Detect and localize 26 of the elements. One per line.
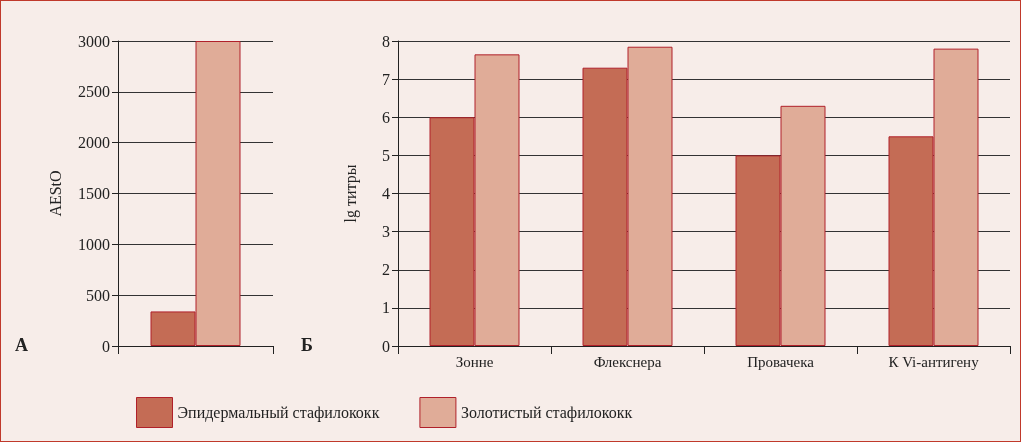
y-axis-title: AEStO bbox=[46, 170, 64, 217]
y-tick-label: 0 bbox=[102, 337, 110, 355]
y-tick-label: 2 bbox=[382, 261, 390, 279]
y-tick-label: 2500 bbox=[78, 83, 110, 101]
legend-label: Золотистый стафилококк bbox=[460, 404, 633, 422]
x-tick-label: Флекснера bbox=[593, 353, 662, 370]
y-tick-label: 500 bbox=[86, 286, 110, 304]
y-tick-label: 2000 bbox=[78, 134, 110, 152]
text: А bbox=[15, 335, 28, 355]
y-tick-label: 3000 bbox=[78, 32, 110, 50]
y-tick-label: 1 bbox=[382, 299, 390, 317]
y-tick-label: 8 bbox=[382, 32, 390, 50]
y-tick-label: 1000 bbox=[78, 235, 110, 253]
y-tick-label: 0 bbox=[382, 337, 390, 355]
x-tick-label: Провачека bbox=[747, 353, 815, 370]
y-tick-label: 4 bbox=[382, 185, 390, 202]
y-tick-label: 1500 bbox=[78, 185, 110, 202]
x-tick-label: Зонне bbox=[455, 353, 494, 370]
x-tick-label: К Vi-антигену bbox=[888, 353, 980, 370]
y-tick-label: 6 bbox=[382, 108, 390, 126]
y-axis-title: lg титры bbox=[341, 164, 360, 223]
legend-label: Эпидермальный стафилококк bbox=[177, 404, 380, 422]
y-tick-label: 7 bbox=[382, 70, 390, 88]
text: Б bbox=[301, 335, 313, 355]
y-tick-label: 5 bbox=[382, 146, 390, 164]
y-tick-label: 3 bbox=[382, 223, 390, 241]
